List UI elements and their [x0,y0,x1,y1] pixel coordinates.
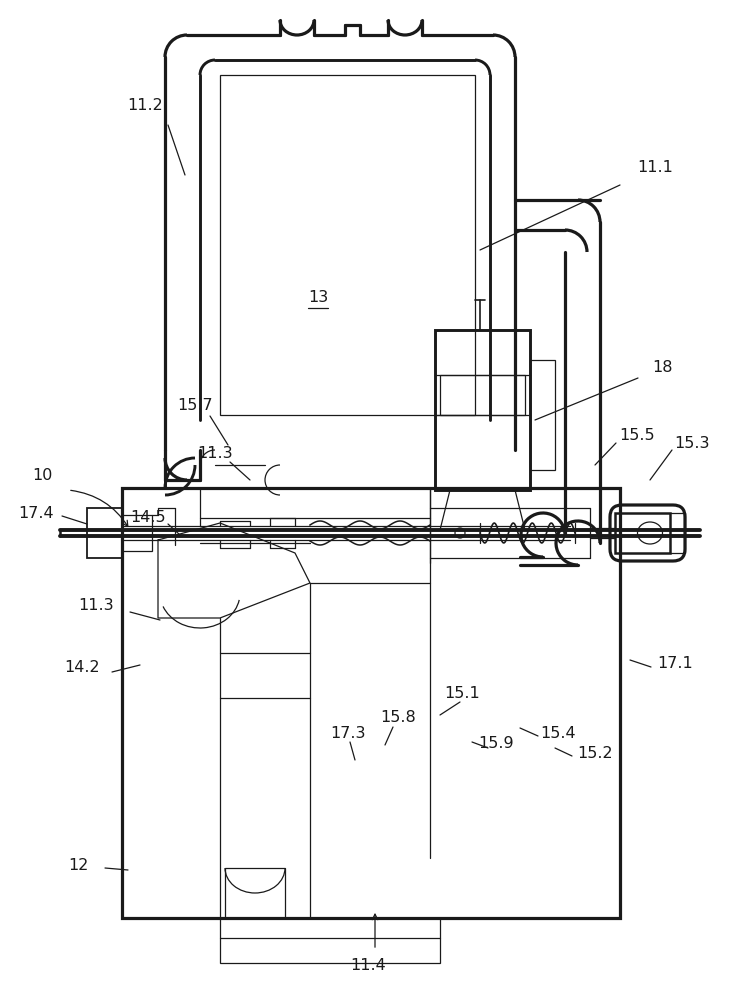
Text: 15.4: 15.4 [540,726,576,740]
Bar [220,918,440,963]
Bar [220,75,475,415]
Bar [122,488,620,918]
Text: 11.1: 11.1 [637,160,673,176]
Text: 10: 10 [32,468,52,483]
Text: 15.1: 15.1 [444,686,480,700]
Text: 15.8: 15.8 [380,710,416,726]
Text: 12: 12 [68,857,88,872]
Bar [225,868,285,918]
Text: 15.3: 15.3 [674,436,710,450]
Bar [87,508,122,558]
Text: 15.7: 15.7 [177,397,213,412]
Text: 13: 13 [308,290,329,306]
Bar [122,515,152,551]
Text: 11.2: 11.2 [127,98,163,112]
Text: 11.4: 11.4 [350,958,386,972]
Bar [530,360,555,470]
Bar [435,330,530,490]
Bar [440,375,525,415]
Text: 11.3: 11.3 [78,597,114,612]
Text: 15.2: 15.2 [577,746,613,760]
Bar [615,513,670,553]
Text: 18: 18 [652,360,672,375]
Text: 11.3: 11.3 [197,446,232,460]
Text: 14.2: 14.2 [64,660,100,676]
Text: 17.4: 17.4 [18,506,54,520]
Text: 17.1: 17.1 [657,656,693,670]
Text: 15.5: 15.5 [619,428,655,442]
Text: 15.9: 15.9 [478,736,514,750]
Text: 14.5: 14.5 [130,510,166,526]
Text: 17.3: 17.3 [330,726,366,740]
